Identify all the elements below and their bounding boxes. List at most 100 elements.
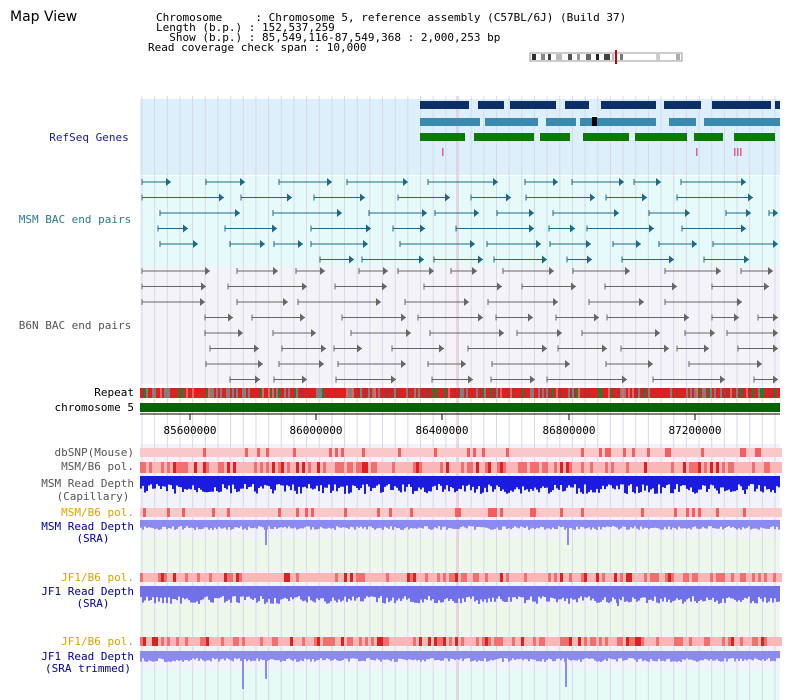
repeat-block <box>582 388 584 398</box>
jf1-b6-pol-heat <box>167 573 170 582</box>
jf1-b6-pol-heat <box>314 573 317 582</box>
jf1-depth-trim-bar <box>652 651 654 661</box>
msm-depth-sra-bar <box>184 520 186 528</box>
repeat-block <box>762 388 764 398</box>
msm-depth-sra-bar <box>506 520 508 529</box>
jf1-b6-pol-heat <box>341 573 344 582</box>
msm-depth-capillary-bar <box>584 476 586 485</box>
msm-b6-pol-heat <box>296 462 299 473</box>
repeat-block <box>454 388 456 398</box>
jf1-depth-trim-bar <box>630 651 632 659</box>
repeat-block <box>680 388 682 398</box>
jf1-b6-pol-heat <box>203 573 206 582</box>
msm-depth-capillary-bar <box>590 476 592 490</box>
msm-b6-pol2-heat <box>230 508 233 517</box>
jf1-b6-pol-heat <box>434 573 437 582</box>
jf1-depth-trim-bar <box>478 651 480 661</box>
jf1-b6-pol-heat <box>275 573 278 582</box>
jf1-depth-sra-bar <box>656 586 658 603</box>
repeat-block <box>286 388 288 398</box>
jf1-depth-sra-bar <box>284 586 286 598</box>
repeat-block <box>756 388 758 398</box>
msm-depth-capillary-bar <box>340 476 342 487</box>
jf1-depth-sra-bar <box>230 586 232 603</box>
jf1-b6-pol-heat <box>683 573 686 582</box>
msm-depth-capillary-bar <box>754 476 756 492</box>
msm-depth-sra-bar <box>272 520 274 530</box>
repeat-block <box>180 388 182 398</box>
jf1-b6-pol-heat <box>302 573 305 582</box>
msm-depth-sra-bar <box>150 520 152 528</box>
msm-depth-capillary-bar <box>320 476 322 486</box>
b6n-bac-pair-arrow <box>497 282 502 291</box>
b6n-bac-pair-arrow <box>320 267 325 275</box>
msm-depth-capillary-bar <box>392 476 394 491</box>
jf1-b6-pol-heat <box>632 573 635 582</box>
jf1-depth-sra-bar <box>648 586 650 600</box>
repeat-block <box>200 388 202 398</box>
axis-tick-label: 86000000 <box>289 424 343 437</box>
jf1-b6-pol-heat <box>224 573 227 582</box>
dbsnp-heat <box>638 448 641 457</box>
msm-depth-sra-bar <box>426 520 428 527</box>
track-label-b6n-bac: B6N BAC end pairs <box>18 319 132 332</box>
jf1-b6-pol2-heat <box>743 637 746 646</box>
jf1-depth-sra-bar <box>402 586 404 599</box>
msm-depth-capillary-bar <box>678 476 680 492</box>
jf1-depth-sra-bar <box>168 586 170 598</box>
ideogram-band <box>620 54 623 60</box>
msm-b6-pol2-heat <box>767 508 770 517</box>
repeat-block <box>486 388 488 398</box>
jf1-b6-pol-heat <box>140 573 143 582</box>
jf1-depth-trim-bar <box>634 651 636 660</box>
ideogram-position-marker <box>615 50 617 64</box>
dbsnp-heat <box>155 448 158 457</box>
jf1-depth-trim-bar <box>248 651 250 660</box>
msm-b6-pol2-heat <box>260 508 263 517</box>
msm-depth-capillary-bar <box>164 476 166 487</box>
jf1-b6-pol-heat <box>569 573 572 582</box>
msm-depth-capillary-bar <box>532 476 534 491</box>
msm-depth-sra-bar <box>178 520 180 527</box>
msm-b6-pol-heat <box>599 462 602 473</box>
msm-depth-capillary-bar <box>646 476 648 486</box>
jf1-b6-pol-heat <box>194 573 197 582</box>
msm-b6-pol-heat <box>626 462 629 473</box>
repeat-block <box>738 388 740 398</box>
msm-b6-pol-heat <box>719 462 722 473</box>
msm-bac-pair-arrow <box>586 240 591 248</box>
jf1-b6-pol2-heat <box>608 637 611 646</box>
msm-depth-capillary-bar <box>588 476 590 493</box>
msm-b6-pol-heat <box>665 462 668 473</box>
repeat-block <box>148 388 150 398</box>
repeat-block <box>334 388 336 398</box>
msm-depth-capillary-bar <box>502 476 504 490</box>
msm-depth-sra-bar <box>230 520 232 530</box>
msm-b6-pol-heat <box>644 462 647 473</box>
track-label-jf1-depth-trimmed: JF1 Read Depth <box>41 650 134 663</box>
jf1-depth-sra-bar <box>210 586 212 603</box>
jf1-depth-trim-bar <box>686 651 688 659</box>
dbsnp-heat <box>410 448 413 457</box>
msm-depth-capillary-bar <box>338 476 340 488</box>
repeat-block <box>444 388 446 398</box>
msm-depth-capillary-bar <box>538 476 540 493</box>
repeat-block <box>500 388 502 398</box>
jf1-depth-trim-bar <box>358 651 360 662</box>
msm-b6-pol-heat <box>716 462 719 473</box>
ideogram-band <box>532 54 536 60</box>
msm-b6-pol2-heat <box>167 508 170 517</box>
msm-b6-pol2-heat <box>647 508 650 517</box>
msm-depth-capillary-bar <box>524 476 526 491</box>
msm-b6-pol2-heat <box>185 508 188 517</box>
repeat-block <box>430 388 432 398</box>
msm-depth-sra-bar <box>200 520 202 530</box>
repeat-block <box>226 388 228 398</box>
dbsnp-heat <box>245 448 248 457</box>
msm-depth-sra-bar <box>298 520 300 529</box>
repeat-block <box>160 388 162 398</box>
dbsnp-heat <box>461 448 464 457</box>
b6n-bac-pair-arrow <box>528 313 533 322</box>
jf1-depth-trim-bar <box>716 651 718 660</box>
